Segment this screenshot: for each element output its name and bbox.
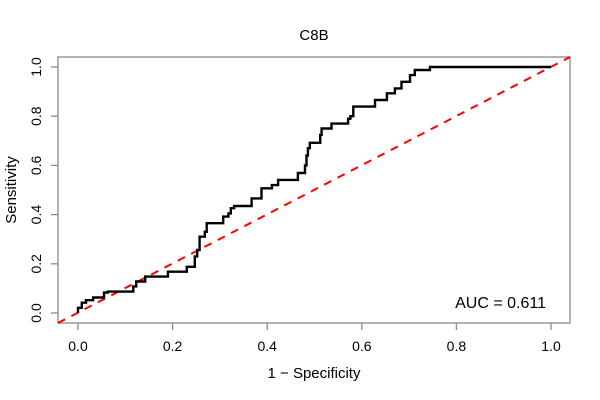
plot-box-border bbox=[57, 56, 571, 324]
chart-title: C8B bbox=[299, 27, 328, 44]
y-axis: 0.0 0.2 0.4 0.6 0.8 1.0 bbox=[28, 57, 58, 323]
y-axis-title: Sensitivity bbox=[3, 156, 20, 224]
x-axis: 0.0 0.2 0.4 0.6 0.8 1.0 bbox=[68, 323, 561, 354]
y-tick-label: 0.8 bbox=[28, 106, 44, 126]
x-tick-label: 0.2 bbox=[163, 338, 183, 354]
y-tick-label: 0.4 bbox=[28, 205, 44, 225]
x-tick-label: 0.0 bbox=[68, 338, 88, 354]
x-axis-title: 1 − Specificity bbox=[268, 365, 361, 382]
x-tick-label: 0.6 bbox=[352, 338, 372, 354]
y-tick-label: 0.6 bbox=[28, 155, 44, 175]
roc-curve bbox=[76, 65, 551, 313]
y-tick-label: 0.2 bbox=[28, 254, 44, 274]
x-tick-label: 1.0 bbox=[541, 338, 561, 354]
auc-annotation: AUC = 0.611 bbox=[455, 295, 546, 312]
reference-diagonal-line bbox=[57, 56, 571, 324]
x-tick-label: 0.8 bbox=[447, 338, 467, 354]
y-tick-label: 0.0 bbox=[28, 303, 44, 323]
y-tick-label: 1.0 bbox=[28, 57, 44, 77]
x-tick-label: 0.4 bbox=[257, 338, 277, 354]
